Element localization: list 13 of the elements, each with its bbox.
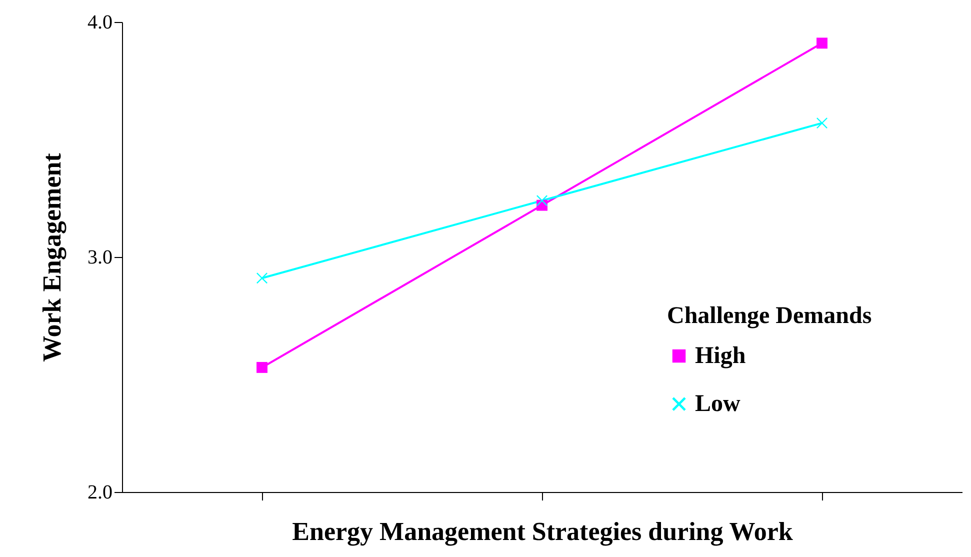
y-tick-label: 4.0 <box>88 12 112 34</box>
point <box>256 362 268 373</box>
y-tick-label: 3.0 <box>88 246 112 268</box>
y-tick-label: 2.0 <box>88 482 112 504</box>
y-axis-title: Work Engagement <box>38 152 66 362</box>
x-axis-title: Energy Management Strategies during Work <box>292 517 794 546</box>
legend-label: Low <box>695 391 742 417</box>
legend-title: Challenge Demands <box>667 303 872 329</box>
point <box>816 38 828 49</box>
point <box>256 272 268 284</box>
point <box>816 118 828 129</box>
legend-label: High <box>695 343 746 369</box>
point <box>536 195 548 206</box>
